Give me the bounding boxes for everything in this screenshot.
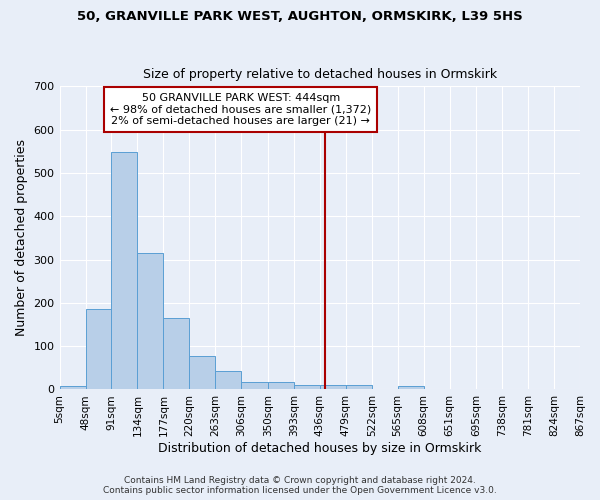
Bar xyxy=(112,152,137,390)
Bar xyxy=(398,386,424,390)
Text: Contains HM Land Registry data © Crown copyright and database right 2024.
Contai: Contains HM Land Registry data © Crown c… xyxy=(103,476,497,495)
Y-axis label: Number of detached properties: Number of detached properties xyxy=(15,140,28,336)
Bar xyxy=(320,385,346,390)
Bar xyxy=(346,385,371,390)
Text: 50 GRANVILLE PARK WEST: 444sqm
← 98% of detached houses are smaller (1,372)
2% o: 50 GRANVILLE PARK WEST: 444sqm ← 98% of … xyxy=(110,93,371,126)
Bar xyxy=(137,253,163,390)
Title: Size of property relative to detached houses in Ormskirk: Size of property relative to detached ho… xyxy=(143,68,497,81)
Bar xyxy=(86,310,112,390)
Bar xyxy=(215,371,241,390)
Bar xyxy=(59,386,86,390)
Bar xyxy=(163,318,190,390)
Text: 50, GRANVILLE PARK WEST, AUGHTON, ORMSKIRK, L39 5HS: 50, GRANVILLE PARK WEST, AUGHTON, ORMSKI… xyxy=(77,10,523,23)
Bar xyxy=(294,385,320,390)
X-axis label: Distribution of detached houses by size in Ormskirk: Distribution of detached houses by size … xyxy=(158,442,481,455)
Bar xyxy=(190,356,215,390)
Bar xyxy=(241,382,268,390)
Bar xyxy=(268,382,294,390)
